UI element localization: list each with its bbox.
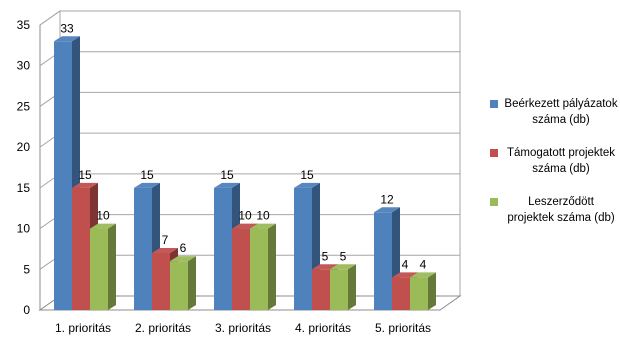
bar xyxy=(90,223,116,310)
y-axis-ticks: 0 5 10 15 20 25 30 35 xyxy=(17,18,31,317)
legend-item: Leszerződött projektek száma (db) xyxy=(490,194,618,226)
data-label: 15 xyxy=(300,168,314,182)
x-tick-label: 1. prioritás xyxy=(55,321,111,335)
data-label: 4 xyxy=(420,257,427,271)
x-tick-label: 3. prioritás xyxy=(215,321,271,335)
bar xyxy=(170,256,196,310)
y-tick-label: 15 xyxy=(17,181,31,195)
legend-swatch xyxy=(490,100,498,108)
data-labels: 33 15 10 15 76 15 10 10 15 5 5 12 4 4 xyxy=(60,21,426,271)
legend: Beérkezett pályázatok száma (db) Támogato… xyxy=(490,96,618,243)
data-label: 7 xyxy=(162,233,169,247)
bar xyxy=(330,264,356,310)
data-label: 10 xyxy=(96,209,110,223)
data-label: 33 xyxy=(60,21,74,35)
data-label: 4 xyxy=(402,257,409,271)
x-tick-label: 5. prioritás xyxy=(375,321,431,335)
bars xyxy=(54,36,436,311)
data-label: 10 xyxy=(238,209,252,223)
y-tick-label: 0 xyxy=(23,303,30,317)
bar xyxy=(250,223,276,310)
data-label: 12 xyxy=(380,192,394,206)
data-label: 15 xyxy=(140,168,154,182)
data-label: 10 xyxy=(256,209,270,223)
legend-label: Leszerződött projektek száma (db) xyxy=(507,196,615,224)
legend-label: Támogatott projektek száma (db) xyxy=(506,147,616,175)
bar xyxy=(410,272,436,310)
y-tick-label: 30 xyxy=(17,59,31,73)
y-tick-label: 20 xyxy=(17,140,31,154)
legend-swatch xyxy=(490,149,498,157)
x-axis-categories: 1. prioritás 2. prioritás 3. prioritás 4. p… xyxy=(55,321,431,335)
data-label: 5 xyxy=(322,249,329,263)
x-tick-label: 2. prioritás xyxy=(135,321,191,335)
data-label: 5 xyxy=(340,249,347,263)
y-tick-label: 5 xyxy=(23,262,30,276)
x-tick-label: 4. prioritás xyxy=(295,321,351,335)
y-tick-label: 25 xyxy=(17,99,31,113)
legend-item: Támogatott projektek száma (db) xyxy=(490,145,618,177)
data-label: 15 xyxy=(78,168,92,182)
data-label: 6 xyxy=(180,241,187,255)
legend-item: Beérkezett pályázatok száma (db) xyxy=(490,96,618,128)
data-label: 15 xyxy=(220,168,234,182)
legend-swatch xyxy=(490,198,498,206)
y-tick-label: 35 xyxy=(17,18,31,32)
gridline xyxy=(39,10,460,26)
legend-label: Beérkezett pályázatok száma (db) xyxy=(504,98,618,126)
y-tick-label: 10 xyxy=(17,222,31,236)
